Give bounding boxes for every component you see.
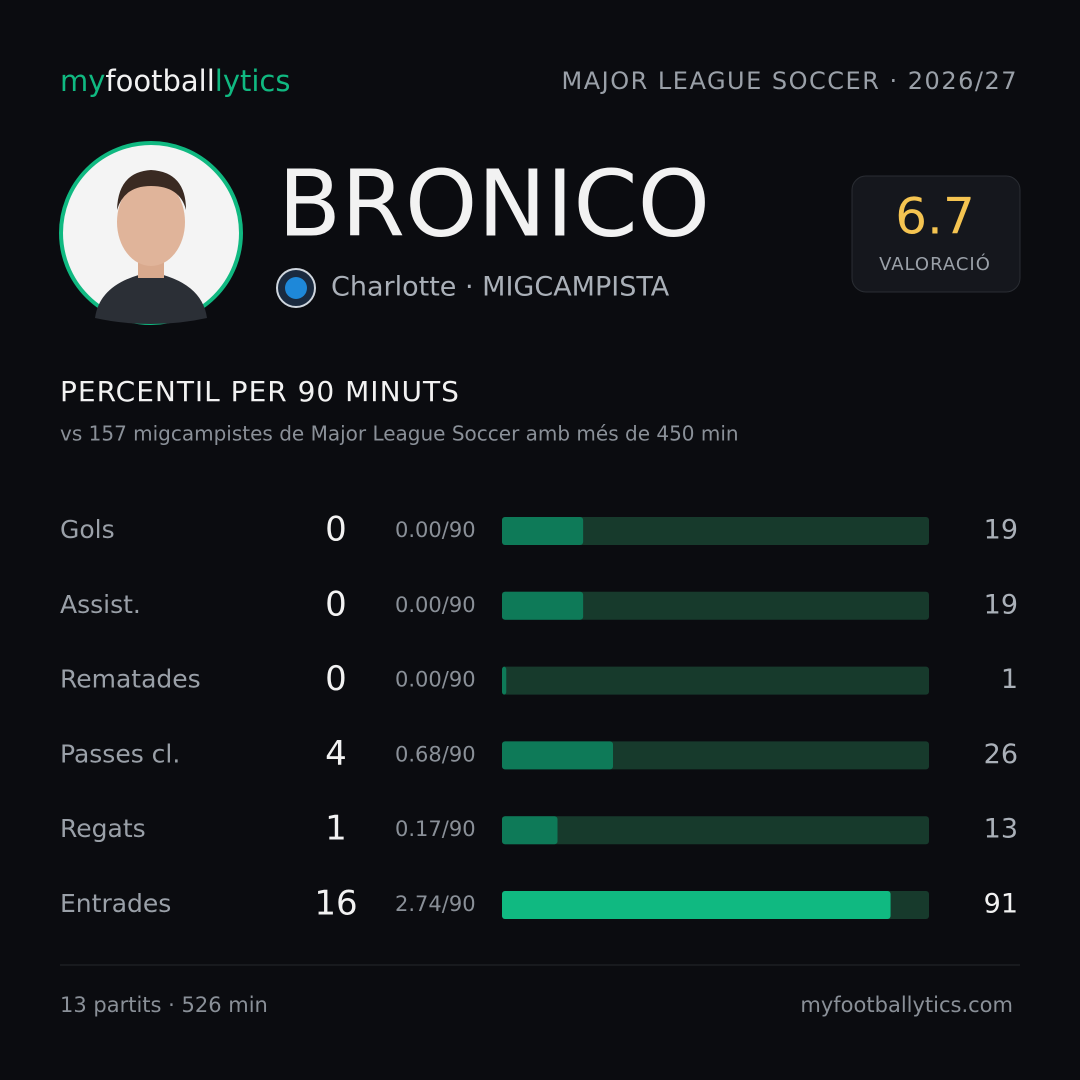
team-logo	[276, 268, 316, 308]
section-title: PERCENTIL PER 90 MINUTS	[60, 375, 460, 408]
brand-part: my	[60, 64, 105, 98]
section-subtitle: vs 157 migcampistes de Major League Socc…	[60, 422, 739, 446]
percentile-bar	[502, 816, 558, 845]
stat-total: 0	[325, 510, 347, 550]
percentile-bar	[502, 741, 614, 770]
percentile-value: 1	[1001, 664, 1018, 695]
bar-track	[502, 666, 929, 695]
percentile-bar	[502, 891, 891, 919]
player-photo	[59, 141, 243, 325]
player-subtitle: Charlotte · MIGCAMPISTA	[331, 272, 670, 303]
stat-label: Assist.	[60, 590, 141, 619]
stat-label: Rematades	[60, 665, 201, 694]
stat-label: Entrades	[60, 889, 171, 918]
bar-track	[502, 517, 929, 545]
rating: 6.7	[895, 188, 975, 246]
stat-total: 1	[325, 809, 347, 849]
stat-per90: 0.68/90	[395, 742, 476, 766]
percentile-value: 19	[984, 589, 1018, 620]
percentile-bar	[502, 591, 584, 620]
percentile-value: 19	[984, 515, 1018, 546]
bar-track	[502, 591, 929, 620]
rating-box	[851, 175, 1021, 293]
stat-total: 0	[325, 659, 347, 699]
league: MAJOR LEAGUE SOCCER · 2026/27	[562, 67, 1018, 95]
percentile-value: 26	[984, 739, 1018, 770]
stat-rows: Gols 0 0.00/90 19 Assist. 0 0.00/90 19 Rematades…	[60, 510, 1018, 924]
bar-track	[502, 816, 929, 845]
percentile-value: 13	[984, 814, 1018, 845]
footer-left: 13 partits · 526 min	[60, 993, 268, 1017]
stat-total: 4	[325, 734, 347, 774]
brand-part: lytics	[215, 64, 291, 98]
player-name: BRONICO	[278, 150, 710, 257]
stat-label: Regats	[60, 814, 146, 843]
percentile-bar	[502, 517, 584, 545]
stat-total: 0	[325, 584, 347, 624]
brand-part: football	[105, 64, 214, 98]
footer-right: myfootballytics.com	[800, 993, 1013, 1017]
stat-per90: 0.00/90	[395, 518, 476, 542]
stat-per90: 0.00/90	[395, 593, 476, 617]
rating-label: VALORACIÓ	[879, 253, 991, 275]
stat-per90: 2.74/90	[395, 892, 476, 916]
brand: myfootballlytics	[60, 64, 290, 98]
stat-per90: 0.00/90	[395, 668, 476, 692]
stat-label: Passes cl.	[60, 739, 180, 768]
stat-per90: 0.17/90	[395, 817, 476, 841]
stat-label: Gols	[60, 515, 115, 544]
percentile-bar	[502, 666, 507, 695]
stat-total: 16	[314, 884, 357, 924]
percentile-value: 91	[984, 889, 1018, 920]
